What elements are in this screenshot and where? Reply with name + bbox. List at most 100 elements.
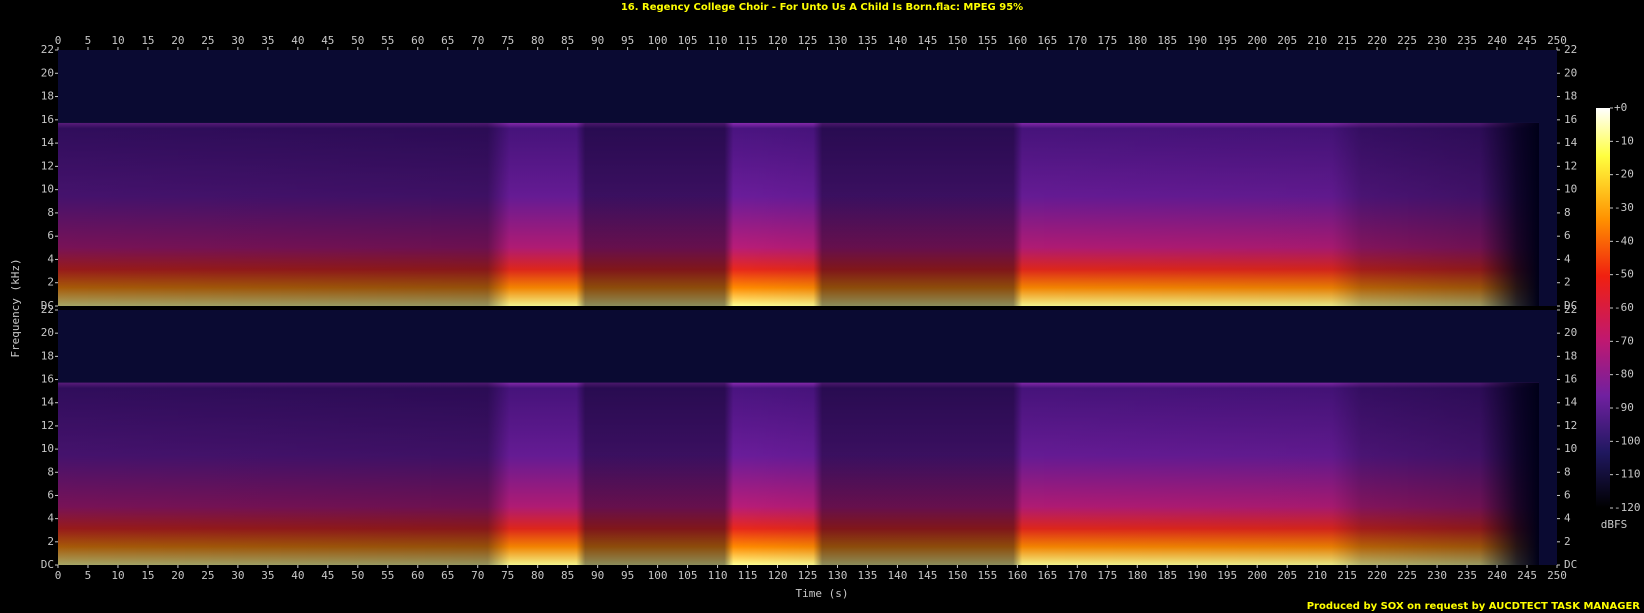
y-tick-label-right: DC: [1564, 558, 1577, 571]
x-tick-label-top: 230: [1427, 34, 1447, 47]
y-tick-label-right: 8: [1564, 206, 1571, 219]
x-tick-label-top: 220: [1367, 34, 1387, 47]
x-tick-label-top: 140: [888, 34, 908, 47]
x-tick-label-top: 55: [381, 34, 394, 47]
x-tick-label-top: 75: [501, 34, 514, 47]
x-tick-label: 210: [1307, 569, 1327, 582]
x-tick-label: 100: [648, 569, 668, 582]
y-tick-label-right: 18: [1564, 349, 1577, 362]
colorbar-tick-label: -90: [1614, 401, 1634, 414]
y-tick-label: 14: [41, 136, 55, 149]
x-tick-label: 40: [291, 569, 304, 582]
x-tick-label-top: 115: [738, 34, 758, 47]
x-tick-label: 170: [1067, 569, 1087, 582]
x-tick-label: 60: [411, 569, 424, 582]
y-tick-label-right: 4: [1564, 252, 1571, 265]
x-tick-label: 120: [768, 569, 788, 582]
x-tick-label: 160: [1007, 569, 1027, 582]
y-tick-label: 2: [47, 535, 54, 548]
x-tick-label: 165: [1037, 569, 1057, 582]
y-tick-label: 8: [47, 465, 54, 478]
y-tick-label: 14: [41, 396, 55, 409]
x-tick-label: 215: [1337, 569, 1357, 582]
y-tick-label: 18: [41, 349, 54, 362]
y-tick-label: 4: [47, 252, 54, 265]
y-tick-label-right: 14: [1564, 396, 1578, 409]
x-tick-label: 30: [231, 569, 244, 582]
colorbar-tick-label: -20: [1614, 168, 1634, 181]
x-tick-label-top: 20: [171, 34, 184, 47]
x-tick-label-top: 145: [917, 34, 937, 47]
x-tick-label: 110: [708, 569, 728, 582]
x-tick-label-top: 175: [1097, 34, 1117, 47]
y-tick-label: 10: [41, 183, 54, 196]
colorbar-tick-label: -60: [1614, 301, 1634, 314]
x-tick-label: 230: [1427, 569, 1447, 582]
x-tick-label: 80: [531, 569, 544, 582]
x-tick-label: 70: [471, 569, 484, 582]
x-tick-label-top: 80: [531, 34, 544, 47]
x-tick-label: 95: [621, 569, 634, 582]
x-tick-label: 105: [678, 569, 698, 582]
x-tick-label-top: 10: [111, 34, 124, 47]
colorbar-tick-label: -10: [1614, 134, 1634, 147]
x-tick-label: 225: [1397, 569, 1417, 582]
colorbar-tick-label: -30: [1614, 201, 1634, 214]
x-tick-label: 10: [111, 569, 124, 582]
x-tick-label-top: 180: [1127, 34, 1147, 47]
y-tick-label: 12: [41, 159, 54, 172]
y-tick-label: 6: [47, 229, 54, 242]
y-tick-label: 20: [41, 66, 54, 79]
x-tick-label-top: 70: [471, 34, 484, 47]
x-tick-label-top: 25: [201, 34, 214, 47]
x-tick-label-top: 60: [411, 34, 424, 47]
x-tick-label-top: 195: [1217, 34, 1237, 47]
x-tick-label: 235: [1457, 569, 1477, 582]
chart-title: 16. Regency College Choir - For Unto Us …: [621, 2, 1023, 13]
x-tick-label: 5: [85, 569, 92, 582]
spectrogram-shading: [58, 122, 1540, 307]
x-tick-label-top: 5: [85, 34, 92, 47]
x-tick-label-top: 90: [591, 34, 604, 47]
y-tick-label-right: DC: [1564, 299, 1577, 312]
x-tick-label-top: 45: [321, 34, 334, 47]
x-tick-label: 185: [1157, 569, 1177, 582]
x-tick-label: 180: [1127, 569, 1147, 582]
colorbar-tick-label: -110: [1614, 468, 1641, 481]
x-tick-label: 135: [858, 569, 878, 582]
x-tick-label-top: 15: [141, 34, 154, 47]
x-tick-label-top: 0: [55, 34, 62, 47]
x-tick-label-top: 185: [1157, 34, 1177, 47]
colorbar-tick-label: -40: [1614, 234, 1634, 247]
x-tick-label-top: 235: [1457, 34, 1477, 47]
y-tick-label: 10: [41, 442, 54, 455]
x-tick-label-top: 205: [1277, 34, 1297, 47]
y-tick-label-right: 18: [1564, 90, 1577, 103]
y-tick-label-right: 20: [1564, 326, 1577, 339]
x-tick-label: 85: [561, 569, 574, 582]
x-tick-label-top: 50: [351, 34, 364, 47]
y-tick-label-right: 4: [1564, 512, 1571, 525]
y-axis-label: Frequency (kHz): [9, 258, 22, 357]
y-tick-label-right: 2: [1564, 276, 1571, 289]
x-tick-label: 155: [977, 569, 997, 582]
colorbar-tick-label: -70: [1614, 334, 1634, 347]
x-tick-label: 140: [888, 569, 908, 582]
x-tick-label: 200: [1247, 569, 1267, 582]
x-tick-label: 55: [381, 569, 394, 582]
x-tick-label-top: 245: [1517, 34, 1537, 47]
y-tick-label-right: 6: [1564, 229, 1571, 242]
x-tick-label-top: 190: [1187, 34, 1207, 47]
x-tick-label-top: 160: [1007, 34, 1027, 47]
y-tick-label-right: 8: [1564, 465, 1571, 478]
y-tick-label-right: 6: [1564, 488, 1571, 501]
colorbar-tick-label: -80: [1614, 368, 1634, 381]
x-tick-label-top: 200: [1247, 34, 1267, 47]
x-tick-label-top: 210: [1307, 34, 1327, 47]
x-tick-label: 175: [1097, 569, 1117, 582]
x-tick-label: 150: [947, 569, 967, 582]
y-tick-label-right: 16: [1564, 373, 1577, 386]
x-tick-label: 195: [1217, 569, 1237, 582]
x-tick-label-top: 250: [1547, 34, 1567, 47]
